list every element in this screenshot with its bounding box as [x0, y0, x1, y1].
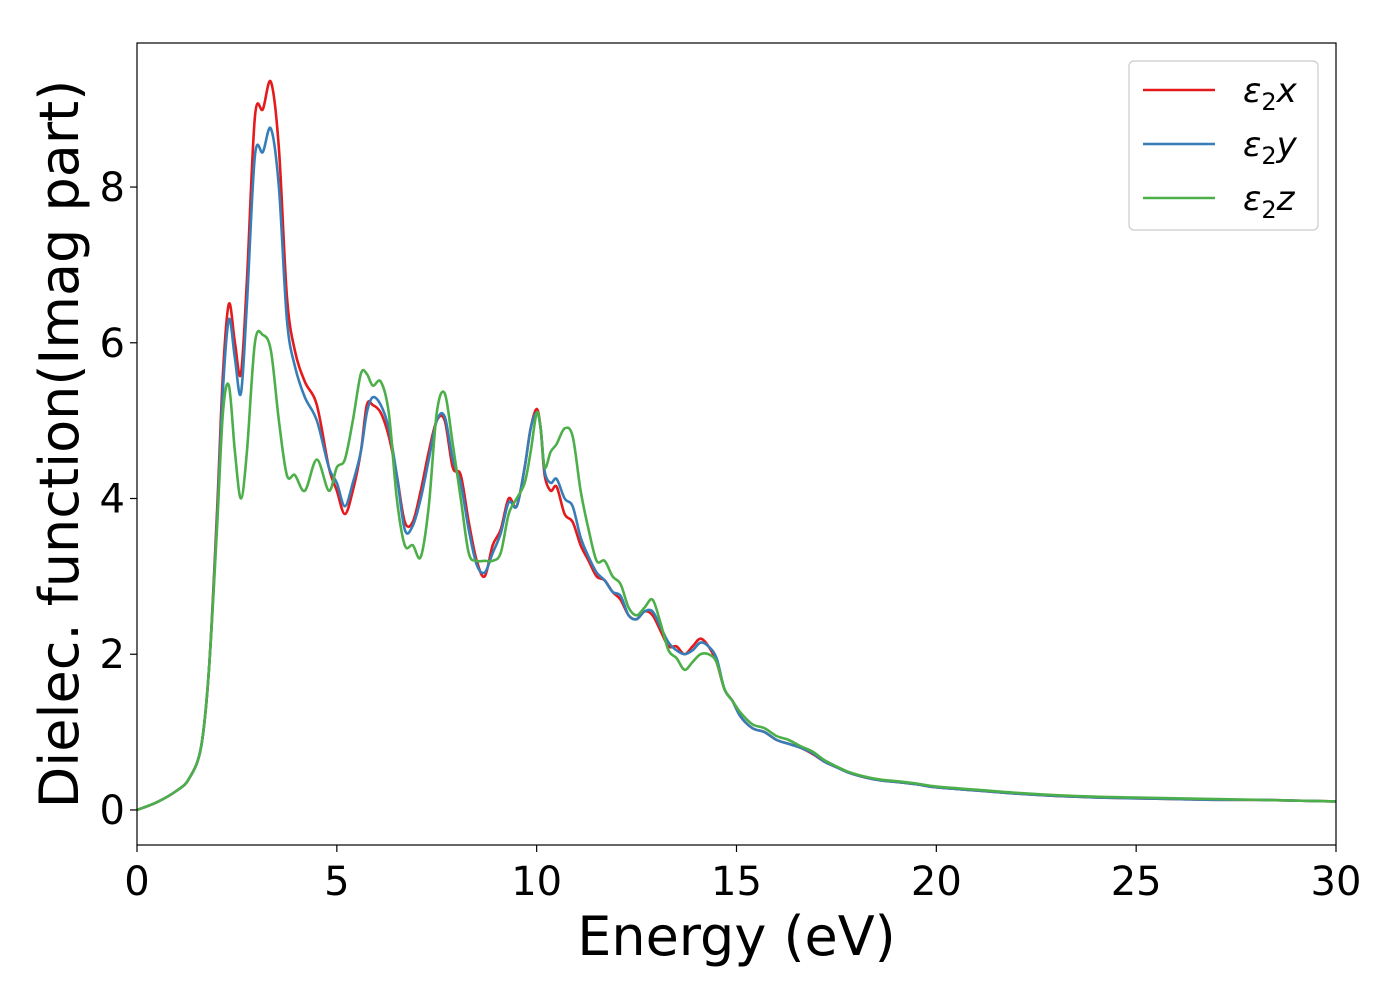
y-tick-label: 0: [100, 788, 125, 834]
x-tick-label: 25: [1111, 859, 1162, 905]
legend-label: ε2x: [1243, 71, 1298, 116]
legend-label-suffix: z: [1276, 179, 1296, 219]
legend-label: ε2z: [1243, 179, 1296, 224]
legend-label-subscript: 2: [1261, 88, 1276, 116]
x-axis-label: Energy (eV): [577, 905, 896, 968]
x-tick-label: 30: [1311, 859, 1362, 905]
legend-label-base: ε: [1243, 179, 1261, 219]
plot-area-frame: [136, 42, 1337, 846]
legend-label-subscript: 2: [1261, 142, 1276, 170]
x-axis-ticks: 0 5 10 15 20 25 30: [124, 845, 1361, 905]
x-tick-label: 10: [511, 859, 562, 905]
legend-box: [1128, 60, 1319, 231]
y-axis-label: Dielec. function(Imag part): [28, 80, 91, 809]
legend-label-subscript: 2: [1261, 196, 1276, 224]
y-axis-ticks: 0 2 4 6 8: [100, 165, 137, 834]
series-line-3: [136, 329, 1337, 812]
legend-label-suffix: x: [1276, 71, 1298, 111]
x-tick-label: 15: [711, 859, 762, 905]
y-tick-label: 4: [100, 477, 125, 523]
legend-label-suffix: y: [1276, 125, 1298, 165]
x-tick-label: 0: [124, 859, 149, 905]
x-tick-label: 5: [324, 859, 349, 905]
legend-label-base: ε: [1243, 125, 1261, 165]
y-tick-label: 6: [100, 321, 125, 367]
y-tick-label: 8: [100, 165, 125, 211]
series-layer: [136, 79, 1337, 812]
x-tick-label: 20: [911, 859, 962, 905]
legend-label: ε2y: [1243, 125, 1298, 170]
y-tick-label: 2: [100, 632, 125, 678]
legend-label-base: ε: [1243, 71, 1261, 111]
